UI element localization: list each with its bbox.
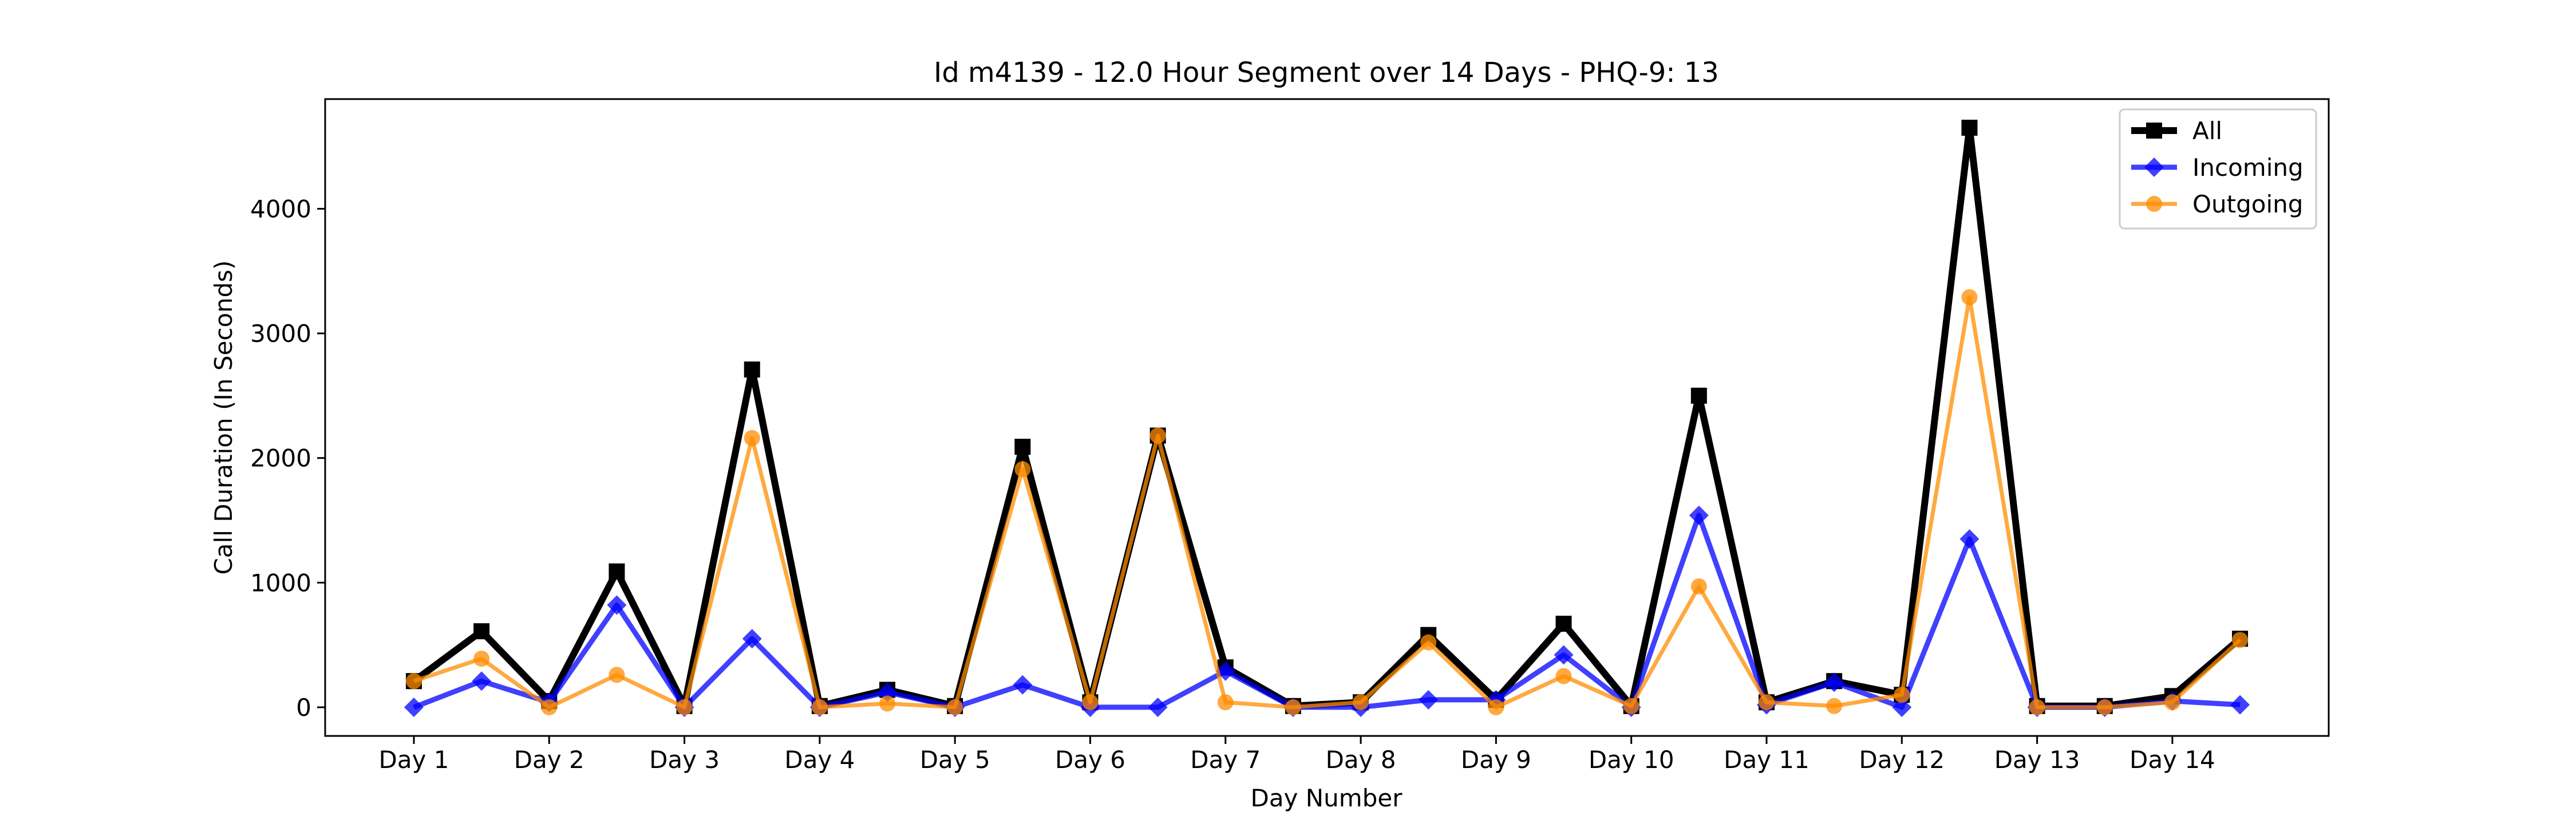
legend-item-incoming: Incoming — [2131, 153, 2304, 182]
legend-item-all: All — [2131, 117, 2222, 145]
data-point-outgoing — [1014, 461, 1031, 478]
legend-box — [2119, 108, 2317, 230]
data-point-incoming — [607, 595, 627, 615]
data-point-all — [1555, 616, 1572, 632]
series-outgoing — [406, 289, 2249, 715]
series-all — [406, 120, 2249, 714]
data-point-all — [744, 361, 760, 378]
data-point-outgoing — [1894, 687, 1910, 703]
data-point-outgoing — [609, 667, 625, 683]
x-tick-label: Day 12 — [1859, 746, 1945, 774]
data-point-outgoing — [1555, 668, 1572, 684]
data-point-outgoing — [1285, 699, 1301, 715]
plot-area — [324, 98, 2330, 737]
data-point-outgoing — [1217, 694, 1234, 711]
data-point-outgoing — [1961, 289, 1978, 306]
x-tick-label: Day 8 — [1326, 746, 1396, 774]
data-point-outgoing — [744, 430, 760, 446]
series-line-all — [412, 124, 2242, 710]
y-axis: 0 1000 2000 3000 4000 — [250, 195, 325, 722]
data-point-incoming — [1824, 672, 1844, 692]
y-axis-label: Call Duration (In Seconds) — [210, 260, 238, 574]
legend-label-incoming: Incoming — [2192, 153, 2304, 182]
data-point-incoming — [404, 697, 424, 717]
x-tick-label: Day 3 — [649, 746, 720, 774]
y-tick-label: 0 — [296, 694, 311, 722]
x-tick-label: Day 14 — [2129, 746, 2215, 774]
y-tick-label: 1000 — [250, 569, 311, 597]
data-point-outgoing — [473, 651, 490, 667]
data-point-incoming — [742, 629, 762, 649]
data-point-outgoing — [676, 699, 693, 715]
y-tick-label: 2000 — [250, 444, 311, 472]
data-point-incoming — [1419, 690, 1439, 710]
legend-label-all: All — [2192, 117, 2222, 145]
x-tick-label: Day 10 — [1589, 746, 1674, 774]
data-point-all — [609, 563, 625, 580]
x-tick-label: Day 1 — [378, 746, 449, 774]
x-tick-label: Day 5 — [920, 746, 990, 774]
data-point-outgoing — [1420, 634, 1437, 651]
legend-marker-incoming — [2144, 157, 2164, 177]
legend-label-outgoing: Outgoing — [2192, 190, 2303, 218]
data-point-outgoing — [1826, 698, 1843, 714]
data-point-outgoing — [1353, 694, 1369, 711]
data-point-outgoing — [879, 695, 896, 712]
legend-item-outgoing: Outgoing — [2131, 190, 2303, 218]
data-point-outgoing — [1488, 699, 1504, 715]
data-point-outgoing — [1082, 694, 1099, 711]
x-axis: Day 1 Day 2 Day 3 Day 4 Day 5 Day 6 Day 7 Day 8… — [378, 736, 2215, 774]
data-point-incoming — [472, 671, 492, 691]
data-point-all — [1690, 387, 1707, 404]
x-tick-label: Day 6 — [1055, 746, 1125, 774]
data-point-incoming — [1013, 675, 1033, 695]
data-point-outgoing — [1690, 578, 1707, 594]
data-point-outgoing — [811, 699, 828, 715]
series-layer — [404, 120, 2250, 717]
x-tick-label: Day 11 — [1724, 746, 1809, 774]
data-point-incoming — [1689, 505, 1709, 525]
x-tick-label: Day 7 — [1190, 746, 1261, 774]
data-point-incoming — [1148, 697, 1168, 717]
data-point-outgoing — [541, 699, 558, 715]
data-point-outgoing — [1149, 427, 1166, 444]
x-tick-label: Day 13 — [1994, 746, 2080, 774]
series-incoming — [404, 505, 2250, 717]
x-tick-label: Day 2 — [514, 746, 584, 774]
data-point-outgoing — [1759, 694, 1775, 711]
legend-marker-all — [2146, 123, 2162, 139]
data-point-outgoing — [947, 699, 963, 715]
legend: All Incoming Outgoing — [2119, 108, 2317, 230]
data-point-incoming — [2230, 695, 2250, 715]
legend-marker-outgoing — [2146, 196, 2162, 212]
x-tick-label: Day 4 — [784, 746, 855, 774]
data-point-outgoing — [2164, 694, 2180, 711]
y-tick-label: 3000 — [250, 320, 311, 348]
data-point-incoming — [1554, 645, 1574, 665]
data-point-all — [1961, 120, 1978, 136]
data-point-incoming — [1892, 697, 1912, 717]
series-line-incoming — [413, 513, 2241, 710]
series-line-outgoing — [413, 295, 2242, 710]
x-axis-label: Day Number — [1250, 784, 1402, 812]
data-point-outgoing — [2096, 699, 2113, 715]
data-point-all — [1014, 439, 1031, 455]
data-point-outgoing — [2029, 699, 2045, 715]
data-point-all — [473, 623, 490, 640]
data-point-outgoing — [1623, 698, 1639, 714]
chart-title: Id m4139 - 12.0 Hour Segment over 14 Day… — [934, 57, 1719, 89]
data-point-outgoing — [2232, 632, 2249, 648]
y-tick-label: 4000 — [250, 195, 311, 223]
data-point-outgoing — [406, 673, 422, 690]
x-tick-label: Day 9 — [1461, 746, 1531, 774]
data-point-incoming — [1959, 529, 1980, 549]
